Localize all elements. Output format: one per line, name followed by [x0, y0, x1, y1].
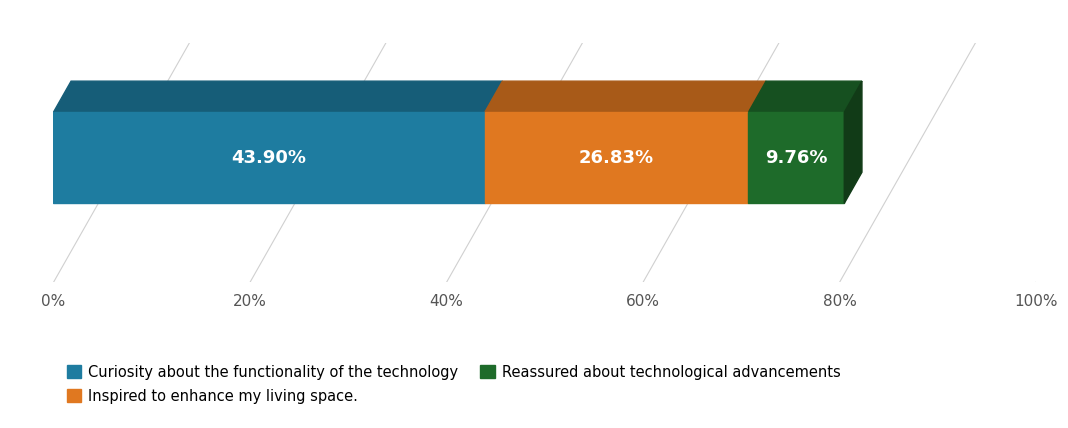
Bar — [53, 112, 485, 203]
Polygon shape — [53, 81, 502, 112]
Text: 26.83%: 26.83% — [579, 149, 654, 167]
Polygon shape — [845, 81, 862, 203]
Legend: Curiosity about the functionality of the technology, Inspired to enhance my livi: Curiosity about the functionality of the… — [61, 359, 847, 410]
Text: 43.90%: 43.90% — [232, 149, 307, 167]
Bar — [485, 112, 749, 203]
Bar — [749, 112, 845, 203]
Text: 9.76%: 9.76% — [765, 149, 828, 167]
Polygon shape — [749, 81, 862, 112]
Polygon shape — [485, 81, 766, 112]
